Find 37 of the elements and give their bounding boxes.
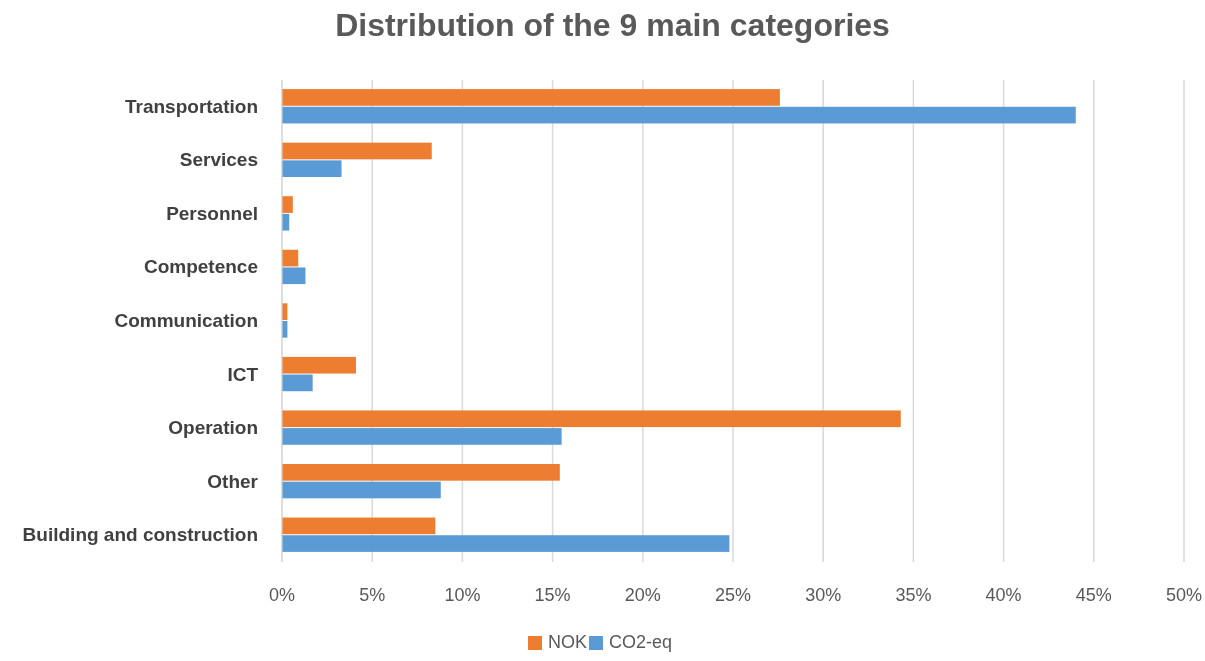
x-tick-label: 5% xyxy=(359,585,386,605)
y-tick-label: Communication xyxy=(114,310,258,331)
chart-title: Distribution of the 9 main categories xyxy=(335,7,890,43)
x-tick-label: 50% xyxy=(1165,585,1203,605)
x-tick-label: 45% xyxy=(1075,585,1112,605)
y-tick-label: Other xyxy=(207,470,259,492)
bar xyxy=(282,267,306,285)
bar xyxy=(282,160,342,178)
x-tick-label: 25% xyxy=(714,585,752,605)
bar xyxy=(282,463,560,481)
x-tick-label: 30% xyxy=(805,585,842,605)
bar xyxy=(282,196,293,213)
y-tick-label: Operation xyxy=(168,417,258,439)
legend-label: NOK xyxy=(548,632,588,652)
bar xyxy=(282,428,562,445)
x-tick-label: 20% xyxy=(624,585,661,605)
legend-label: CO2-eq xyxy=(609,632,673,652)
bar xyxy=(282,410,901,428)
y-tick-label: Building and construction xyxy=(22,524,258,546)
bar xyxy=(282,517,436,535)
y-tick-label: Personnel xyxy=(166,202,258,224)
x-tick-label: 10% xyxy=(444,585,481,605)
bar xyxy=(282,481,441,499)
y-tick-label: Competence xyxy=(143,256,258,278)
bar xyxy=(282,142,432,160)
x-tick-label: 40% xyxy=(985,585,1022,605)
bar xyxy=(282,356,356,374)
bar xyxy=(282,106,1076,124)
x-tick-label: 0% xyxy=(268,585,296,605)
x-tick-label: 15% xyxy=(534,585,571,605)
y-tick-label: ICT xyxy=(227,363,259,385)
y-tick-label: Services xyxy=(179,149,258,171)
bar xyxy=(282,535,730,552)
y-tick-label: Transportation xyxy=(124,95,258,117)
x-tick-label: 35% xyxy=(895,585,932,605)
bar xyxy=(282,374,313,392)
bar xyxy=(282,89,780,106)
